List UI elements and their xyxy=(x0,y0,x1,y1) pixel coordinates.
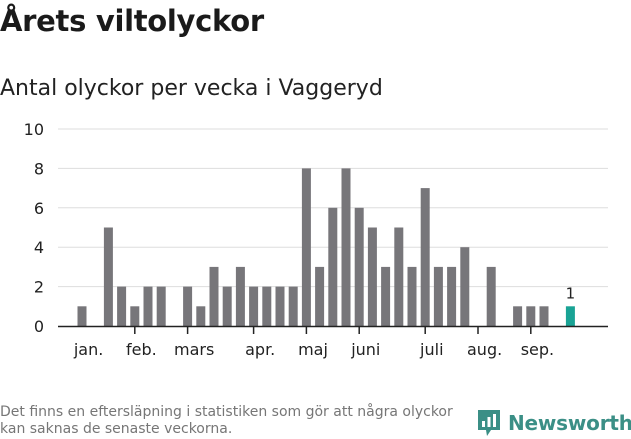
bar xyxy=(235,266,245,326)
bar xyxy=(539,306,549,326)
bar xyxy=(77,306,87,326)
bar xyxy=(486,266,496,326)
x-axis xyxy=(58,325,608,334)
bar xyxy=(196,306,206,326)
page-title: Årets viltolyckor xyxy=(0,4,264,38)
bars xyxy=(77,168,575,326)
bar xyxy=(526,306,536,326)
y-tick-label: 6 xyxy=(34,199,44,218)
y-tick-label: 0 xyxy=(34,317,44,336)
bar xyxy=(367,227,377,326)
bar xyxy=(301,168,311,326)
bar xyxy=(420,188,430,326)
bar xyxy=(394,227,404,326)
x-tick-label: sep. xyxy=(521,340,554,359)
data-labels: 1 xyxy=(566,284,576,302)
x-tick-label: apr. xyxy=(245,340,275,359)
bar xyxy=(407,266,417,326)
y-tick-label: 10 xyxy=(24,120,44,139)
bar xyxy=(117,286,127,326)
x-tick-label: juli xyxy=(419,340,443,359)
x-tick-label: mars xyxy=(174,340,214,359)
x-tick-label: maj xyxy=(298,340,328,359)
bar xyxy=(433,266,443,326)
bar xyxy=(156,286,166,326)
y-tick-label: 4 xyxy=(34,238,44,257)
bar xyxy=(275,286,285,326)
bar xyxy=(447,266,457,326)
x-tick-label: aug. xyxy=(467,340,502,359)
footnote: Det finns en eftersläpning i statistiken… xyxy=(0,404,453,437)
brand-logo: Newsworthy xyxy=(476,408,631,438)
data-label: 1 xyxy=(566,284,576,302)
bar xyxy=(262,286,272,326)
bar xyxy=(513,306,523,326)
y-tick-label: 2 xyxy=(34,278,44,297)
bar xyxy=(328,207,338,326)
bar xyxy=(341,168,351,326)
highlighted-bar xyxy=(565,306,575,326)
y-tick-label: 8 xyxy=(34,159,44,178)
bar xyxy=(222,286,232,326)
x-tick-label: juni xyxy=(350,340,380,359)
bar xyxy=(354,207,364,326)
chart-subtitle: Antal olyckor per vecka i Vaggeryd xyxy=(0,76,383,101)
bar xyxy=(130,306,140,326)
bar xyxy=(381,266,391,326)
x-tick-label: feb. xyxy=(126,340,157,359)
bar xyxy=(460,247,470,326)
bar xyxy=(183,286,193,326)
newsworthy-logo-icon xyxy=(478,410,500,436)
x-tick-labels: jan. feb. mars apr. maj juni juli aug. sep. xyxy=(73,340,554,359)
brand-name: Newsworthy xyxy=(508,411,631,435)
y-tick-labels: 0 2 4 6 8 10 xyxy=(24,120,44,336)
bar xyxy=(315,266,325,326)
bar xyxy=(103,227,113,326)
bar xyxy=(209,266,219,326)
x-tick-label: jan. xyxy=(73,340,103,359)
bar xyxy=(249,286,259,326)
bar xyxy=(143,286,153,326)
bar xyxy=(288,286,298,326)
